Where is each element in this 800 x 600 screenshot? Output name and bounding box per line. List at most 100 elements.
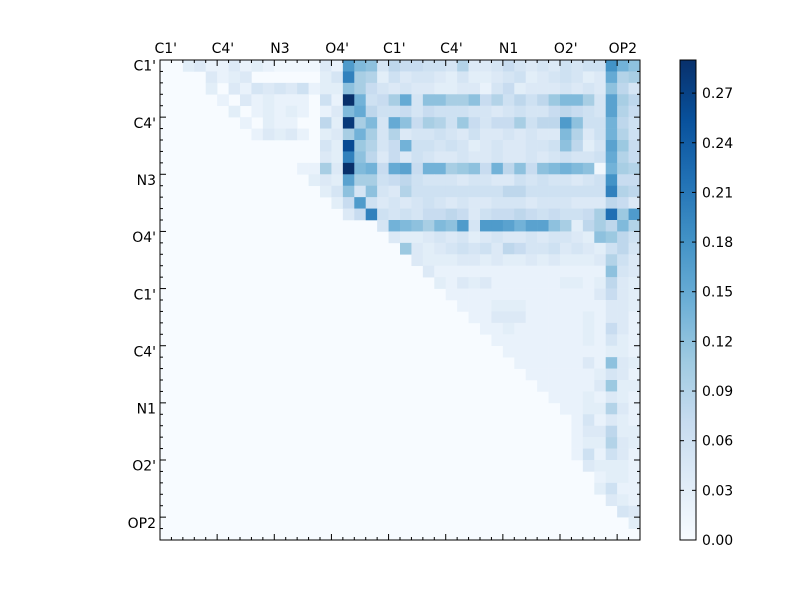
heatmap-cell [502,322,515,335]
heatmap-cell [628,311,641,324]
heatmap-cell [605,231,618,244]
heatmap-cell [502,208,515,221]
heatmap-cell [491,185,504,198]
heatmap-cell [422,265,435,278]
heatmap-cell [308,60,321,72]
heatmap-cell [480,220,492,232]
heatmap-cell [571,128,584,141]
heatmap-cell [525,277,538,289]
heatmap-cell [582,254,595,267]
heatmap-cell [342,82,355,95]
x-tick-labels: C1' C4' N3 O4' C1' C4' N1 O2' OP2 [154,41,637,57]
heatmap-cell [491,82,504,95]
x-tick-label: C1' [154,41,177,57]
heatmap-cell [605,402,618,415]
heatmap-cell [400,231,412,244]
heatmap-cell [548,357,561,369]
heatmap-cell [388,140,401,152]
heatmap-cell [205,71,218,84]
heatmap-cell [617,402,629,415]
heatmap-cell [571,71,584,84]
heatmap-cell [628,94,641,107]
heatmap-cell [548,265,561,278]
heatmap-cell [388,174,401,187]
heatmap-cell [605,60,618,72]
heatmap-cell [365,140,378,152]
heatmap-cell [468,185,481,198]
heatmap-cell [457,265,469,278]
heatmap-cell [445,94,458,107]
heatmap-cell [434,60,447,72]
heatmap-cell [605,437,618,449]
heatmap-cell [342,162,355,175]
heatmap-cell [445,71,458,84]
heatmap-cell [400,105,412,118]
heatmap-cell [422,105,435,118]
heatmap-cell [457,117,469,129]
heatmap-cell [525,334,538,347]
heatmap-cell [571,425,584,438]
heatmap-cell [560,208,572,221]
heatmap-cell [537,162,549,175]
heatmap-cell [525,197,538,209]
heatmap-cell [571,437,584,449]
heatmap-cell [560,185,572,198]
heatmap-cell [582,414,595,427]
heatmap-cell [354,197,367,209]
heatmap-cell [594,322,607,335]
heatmap-cell [582,391,595,404]
heatmap-cell [537,231,549,244]
y-tick-label: C4' [133,116,156,132]
heatmap-cell [525,300,538,312]
heatmap-cell [617,140,629,152]
heatmap-cell [594,357,607,369]
heatmap-cell [617,437,629,449]
heatmap-cell [582,185,595,198]
heatmap-cell [468,174,481,187]
heatmap-cell [491,220,504,232]
heatmap-cell [228,105,241,118]
heatmap-cell [628,242,641,255]
heatmap-cell [251,105,264,118]
heatmap-cell [365,128,378,141]
heatmap-cell [571,300,584,312]
heatmap-cell [537,185,549,198]
heatmap-cell [457,300,469,312]
heatmap-cell [297,128,309,141]
heatmap-cell [537,345,549,358]
heatmap-cell [491,322,504,335]
heatmap-cell [377,82,389,95]
heatmap-cell [514,60,527,72]
heatmap-cell [537,380,549,392]
heatmap-cell [617,322,629,335]
heatmap-cell [240,71,252,84]
x-tick-label: C4' [212,41,235,57]
heatmap-cell [365,208,378,221]
heatmap-cell [582,357,595,369]
heatmap-cell [491,117,504,129]
heatmap-cell [525,82,538,95]
heatmap-cell [582,334,595,347]
heatmap-cell [514,220,527,232]
heatmap-cell [628,368,641,381]
heatmap-cell [560,334,572,347]
heatmap-cell [582,437,595,449]
heatmap-cell [548,117,561,129]
heatmap-cell [251,60,264,72]
heatmap-cell [537,71,549,84]
heatmap-cell [628,128,641,141]
heatmap-cell [628,517,641,529]
x-tick-label: N1 [499,41,518,57]
heatmap-cell [537,288,549,301]
heatmap-cell [514,277,527,289]
heatmap-cell [525,265,538,278]
heatmap-cell [331,94,344,107]
heatmap-cell [468,60,481,72]
heatmap-cell [594,105,607,118]
heatmap-cell [457,94,469,107]
heatmap-cell [548,105,561,118]
heatmap-cell [594,425,607,438]
heatmap-cell [628,391,641,404]
heatmap-cell [434,94,447,107]
heatmap-cell [502,117,515,129]
